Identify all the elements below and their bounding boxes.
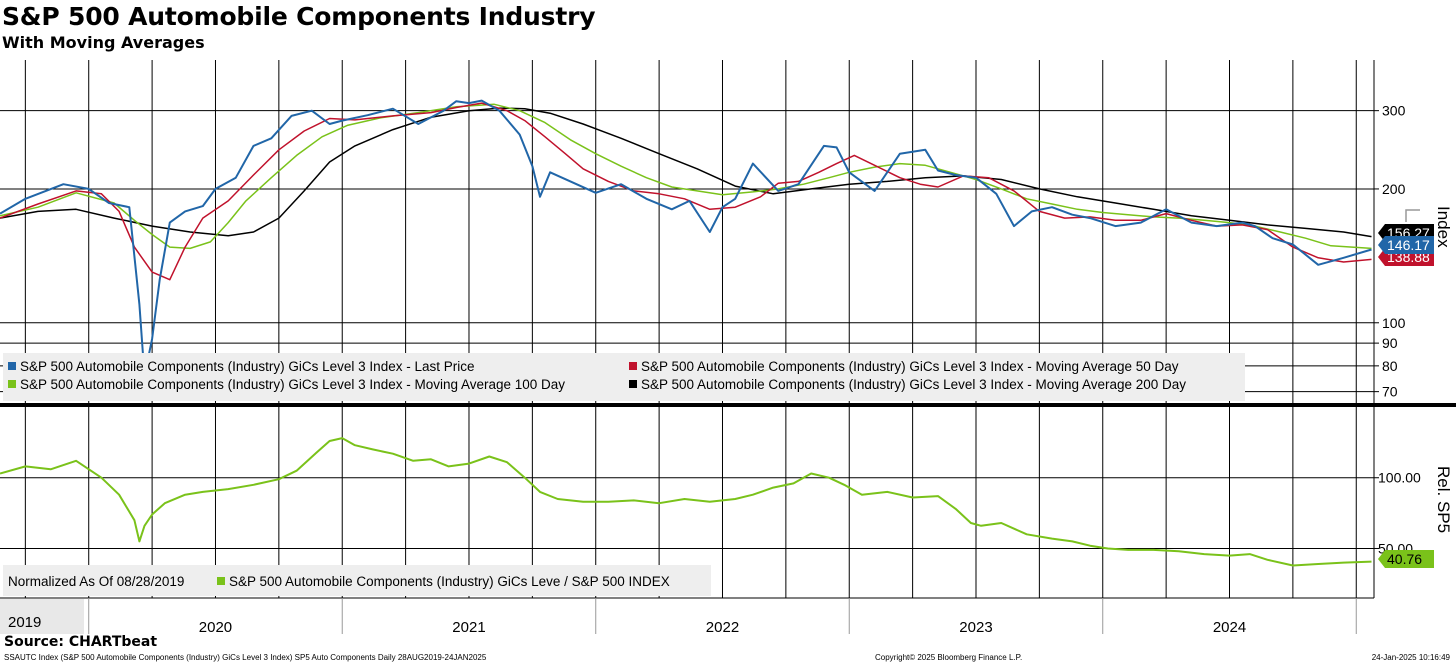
series-line-ma200: [0, 107, 1372, 238]
value-tag-text: 146.17: [1387, 237, 1430, 253]
series-line-last-price: [0, 99, 1372, 377]
value-tag-text: 40.76: [1387, 551, 1422, 567]
top-legend: S&P 500 Automobile Components (Industry)…: [3, 353, 1245, 401]
footer-timestamp: 24-Jan-2025 10:16:49: [1371, 653, 1450, 662]
y-axis-title-bottom: Rel. SP5: [1434, 466, 1453, 533]
y-tick-label: 90: [1382, 335, 1398, 351]
x-tick-label: 2023: [959, 619, 992, 636]
panel-separator: [0, 403, 1456, 407]
y-tick-label: 200: [1382, 181, 1406, 197]
legend-swatch: [8, 362, 16, 370]
value-tag-bg: [1378, 236, 1434, 254]
legend-item-ma50: S&P 500 Automobile Components (Industry)…: [629, 359, 1179, 374]
source-note: Source: CHARTbeat: [4, 634, 158, 650]
bottom-legend: Normalized As Of 08/28/2019 S&P 500 Autom…: [3, 565, 711, 596]
last-value-tag-relative: 40.76: [1378, 550, 1434, 568]
page-title: S&P 500 Automobile Components Industry: [2, 2, 596, 31]
x-tick-label: 2021: [452, 619, 485, 636]
x-gridlines: [24, 60, 1357, 598]
legend-label: S&P 500 Automobile Components (Industry)…: [20, 377, 565, 392]
y-tick-label: 300: [1382, 103, 1406, 119]
footer-copyright: Copyright© 2025 Bloomberg Finance L.P.: [875, 653, 1023, 662]
legend-swatch: [217, 577, 225, 585]
x-tick-label: 2019: [8, 614, 41, 631]
x-axis: 2019 2020 2021 2022 2023 2024: [0, 597, 1374, 636]
series-line-relative-sp5: [0, 437, 1372, 567]
legend-label: S&P 500 Automobile Components (Industry)…: [641, 359, 1179, 374]
y-axis-title-top: Index: [1434, 206, 1453, 248]
x-axis-band: [0, 599, 84, 634]
legend-swatch: [629, 380, 637, 388]
y-tick-label: 80: [1382, 358, 1398, 374]
series-line-ma50: [0, 102, 1372, 281]
y-tick-label: 100: [1382, 315, 1406, 331]
legend-background: [3, 565, 711, 596]
x-tick-label: 2022: [706, 619, 739, 636]
page-subtitle: With Moving Averages: [2, 33, 205, 52]
legend-normalized-label: Normalized As Of 08/28/2019: [8, 574, 184, 589]
legend-swatch: [629, 362, 637, 370]
value-tag-bg: [1378, 550, 1434, 568]
legend-item-last-price: S&P 500 Automobile Components (Industry)…: [8, 359, 474, 374]
y-tick-label: 70: [1382, 384, 1398, 400]
series-line-ma100: [0, 103, 1372, 250]
legend-item-ma100: S&P 500 Automobile Components (Industry)…: [8, 377, 565, 392]
legend-swatch: [8, 380, 16, 388]
legend-item-ma200: S&P 500 Automobile Components (Industry)…: [629, 377, 1186, 392]
footer-description: SSAUTC Index (S&P 500 Automobile Compone…: [4, 653, 487, 662]
legend-label: S&P 500 Automobile Components (Industry)…: [20, 359, 474, 374]
legend-background: [3, 353, 1245, 401]
last-value-tag-last-price: 146.17: [1378, 236, 1434, 254]
range-bracket: [1405, 209, 1420, 222]
legend-label: S&P 500 Automobile Components (Industry)…: [229, 574, 670, 589]
y-tick-label: 100.00: [1378, 470, 1421, 486]
legend-label: S&P 500 Automobile Components (Industry)…: [641, 377, 1186, 392]
x-tick-label: 2020: [199, 619, 232, 636]
x-tick-label: 2024: [1213, 619, 1246, 636]
